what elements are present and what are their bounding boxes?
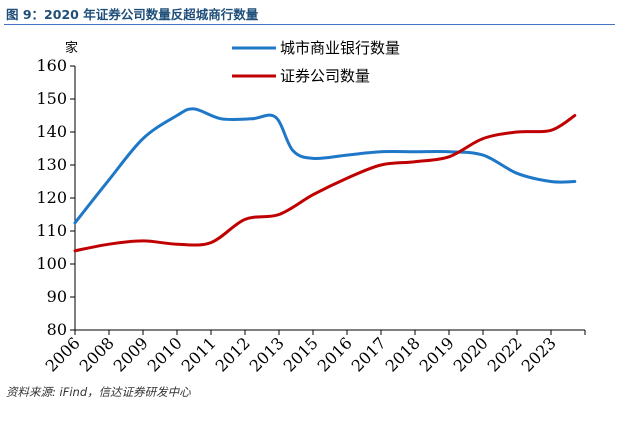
legend-label-1: 城市商业银行数量 <box>280 39 400 57</box>
y-tick-label: 160 <box>36 56 67 75</box>
x-tick-label: 2016 <box>314 333 356 375</box>
chart-axes: 8090100110120130140150160200620082009201… <box>36 56 586 376</box>
x-tick-label: 2009 <box>110 333 152 375</box>
source-note: 资料来源: iFind，信达证券研发中心 <box>6 385 191 399</box>
y-tick-label: 130 <box>36 155 67 174</box>
x-tick-label: 2012 <box>212 333 254 375</box>
x-tick-label: 2010 <box>144 333 186 375</box>
chart-series <box>73 107 577 253</box>
y-tick-label: 100 <box>36 254 67 273</box>
x-tick-label: 2022 <box>484 333 526 375</box>
x-tick-label: 2023 <box>518 333 560 375</box>
x-tick-label: 2018 <box>382 333 424 375</box>
y-tick-label: 120 <box>36 188 67 207</box>
y-tick-label: 150 <box>36 89 67 108</box>
y-tick-label: 140 <box>36 122 67 141</box>
x-tick-label: 2019 <box>416 333 458 375</box>
y-tick-label: 80 <box>47 320 67 339</box>
x-tick-label: 2013 <box>246 333 288 375</box>
series-line-1 <box>73 107 577 225</box>
x-tick-label: 2011 <box>178 333 220 375</box>
x-tick-label: 2015 <box>280 333 322 375</box>
title-divider <box>4 24 615 25</box>
y-axis-unit-label: 家 <box>65 40 78 56</box>
y-tick-label: 110 <box>36 221 67 240</box>
figure-title: 图 9：2020 年证券公司数量反超城商行数量 <box>6 7 259 22</box>
legend-label-2: 证券公司数量 <box>280 67 370 85</box>
x-tick-label: 2008 <box>76 333 118 375</box>
y-tick-label: 90 <box>47 287 67 306</box>
x-tick-label: 2006 <box>42 333 84 375</box>
series-line-2 <box>73 114 577 253</box>
x-tick-label: 2020 <box>450 333 492 375</box>
x-tick-label: 2017 <box>348 333 390 375</box>
